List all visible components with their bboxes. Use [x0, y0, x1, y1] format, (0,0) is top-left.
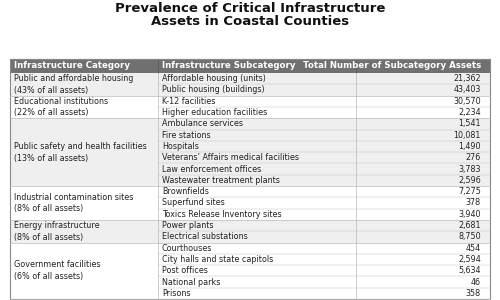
- Text: K-12 facilities: K-12 facilities: [162, 97, 216, 106]
- Text: Industrial contamination sites
(8% of all assets): Industrial contamination sites (8% of al…: [14, 193, 134, 213]
- Text: 3,940: 3,940: [458, 210, 481, 219]
- Text: Electrical substations: Electrical substations: [162, 232, 248, 241]
- Text: Total Number of Subcategory Assets: Total Number of Subcategory Assets: [303, 61, 481, 70]
- Bar: [10, 73, 490, 96]
- Text: National parks: National parks: [162, 278, 220, 286]
- Text: Public and affordable housing
(43% of all assets): Public and affordable housing (43% of al…: [14, 74, 134, 95]
- Text: Superfund sites: Superfund sites: [162, 199, 225, 208]
- Bar: [10, 59, 490, 299]
- Text: 276: 276: [466, 153, 481, 162]
- Text: 378: 378: [466, 199, 481, 208]
- Text: 2,681: 2,681: [458, 221, 481, 230]
- Text: Assets in Coastal Counties: Assets in Coastal Counties: [151, 15, 349, 28]
- Text: Energy infrastructure
(8% of all assets): Energy infrastructure (8% of all assets): [14, 221, 100, 242]
- Text: Fire stations: Fire stations: [162, 131, 210, 140]
- Bar: [10, 186, 490, 220]
- Text: 2,594: 2,594: [458, 255, 481, 264]
- Text: 30,570: 30,570: [454, 97, 481, 106]
- Text: 10,081: 10,081: [454, 131, 481, 140]
- Text: 1,541: 1,541: [458, 119, 481, 128]
- Text: Higher education facilities: Higher education facilities: [162, 108, 267, 117]
- Text: 2,596: 2,596: [458, 176, 481, 185]
- Bar: [10, 118, 490, 186]
- Text: Educational institutions
(22% of all assets): Educational institutions (22% of all ass…: [14, 97, 108, 117]
- Text: 8,750: 8,750: [458, 232, 481, 241]
- Bar: [10, 59, 490, 73]
- Text: 3,783: 3,783: [458, 164, 481, 173]
- Text: Public housing (buildings): Public housing (buildings): [162, 85, 264, 94]
- Text: Post offices: Post offices: [162, 266, 208, 275]
- Text: Hospitals: Hospitals: [162, 142, 199, 151]
- Text: Toxics Release Inventory sites: Toxics Release Inventory sites: [162, 210, 282, 219]
- Text: Brownfields: Brownfields: [162, 187, 209, 196]
- Text: 5,634: 5,634: [458, 266, 481, 275]
- Text: 358: 358: [466, 289, 481, 298]
- Text: City halls and state capitols: City halls and state capitols: [162, 255, 273, 264]
- Text: 43,403: 43,403: [454, 85, 481, 94]
- Text: Power plants: Power plants: [162, 221, 214, 230]
- Text: 46: 46: [471, 278, 481, 286]
- Text: Infrastructure Subcategory: Infrastructure Subcategory: [162, 61, 296, 70]
- Text: Prisons: Prisons: [162, 289, 190, 298]
- Bar: [10, 220, 490, 242]
- Bar: [10, 96, 490, 118]
- Text: Veterans’ Affairs medical facilities: Veterans’ Affairs medical facilities: [162, 153, 299, 162]
- Text: Public safety and health facilities
(13% of all assets): Public safety and health facilities (13%…: [14, 142, 147, 163]
- Text: 21,362: 21,362: [454, 74, 481, 83]
- Text: Courthouses: Courthouses: [162, 244, 212, 253]
- Text: Law enforcement offices: Law enforcement offices: [162, 164, 261, 173]
- Bar: [10, 242, 490, 299]
- Text: Prevalence of Critical Infrastructure: Prevalence of Critical Infrastructure: [115, 2, 385, 15]
- Text: 2,234: 2,234: [458, 108, 481, 117]
- Text: 454: 454: [466, 244, 481, 253]
- Text: 1,490: 1,490: [458, 142, 481, 151]
- Text: 7,275: 7,275: [458, 187, 481, 196]
- Text: Infrastructure Category: Infrastructure Category: [14, 61, 130, 70]
- Text: Wastewater treatment plants: Wastewater treatment plants: [162, 176, 280, 185]
- Text: Affordable housing (units): Affordable housing (units): [162, 74, 266, 83]
- Text: Government facilities
(6% of all assets): Government facilities (6% of all assets): [14, 260, 101, 281]
- Text: Ambulance services: Ambulance services: [162, 119, 243, 128]
